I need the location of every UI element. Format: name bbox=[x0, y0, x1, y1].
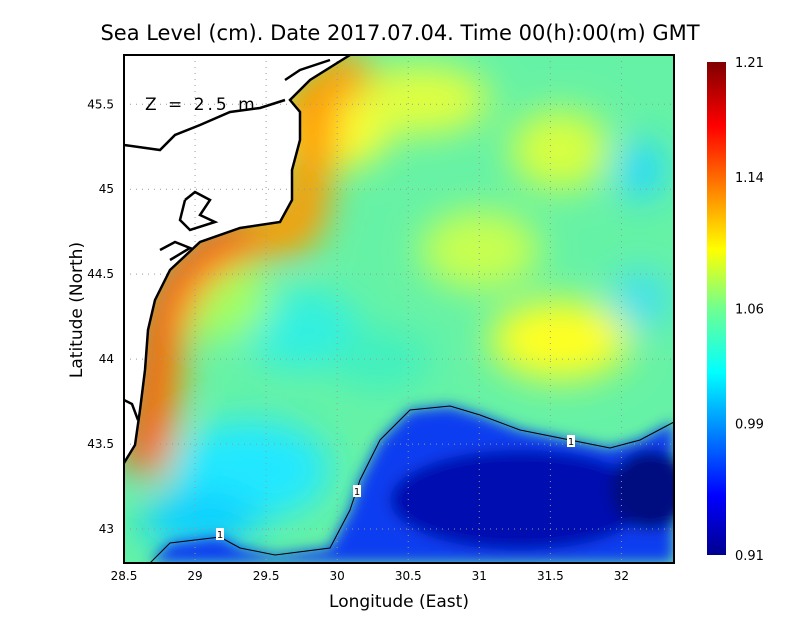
x-tick-label: 30 bbox=[330, 569, 345, 583]
field-blob bbox=[420, 210, 540, 290]
coastline-lagoon bbox=[178, 190, 219, 232]
field-blob bbox=[610, 270, 670, 330]
x-tick-label: 30.5 bbox=[395, 569, 422, 583]
y-tick-label: 43.5 bbox=[87, 437, 114, 451]
contour-label-bg bbox=[567, 435, 575, 447]
depth-annotation: Z = 2.5 m bbox=[145, 95, 258, 115]
chart-title: Sea Level (cm). Date 2017.07.04. Time 00… bbox=[100, 21, 699, 45]
coastline-lagoon bbox=[284, 58, 331, 82]
contour-label-bg bbox=[216, 528, 224, 540]
field-blob bbox=[490, 300, 630, 380]
colorbar bbox=[707, 62, 726, 555]
coastline bbox=[124, 55, 351, 464]
colorbar-tick-label: 1.06 bbox=[735, 303, 764, 318]
colorbar-tick-label: 1.14 bbox=[735, 171, 764, 186]
field-blob bbox=[140, 490, 260, 550]
colorbar-tick-label: 1.21 bbox=[735, 56, 764, 71]
x-tick-label: 29 bbox=[187, 569, 202, 583]
contour-label: 1 bbox=[217, 530, 223, 541]
plot-area: 1 1 1 bbox=[124, 55, 674, 563]
field-blob bbox=[610, 450, 674, 530]
coastline-lagoon bbox=[159, 240, 193, 262]
x-tick-label: 31.5 bbox=[537, 569, 564, 583]
field-blob bbox=[350, 65, 490, 135]
y-axis-label: Latitude (North) bbox=[67, 242, 87, 378]
x-tick-label: 32 bbox=[614, 569, 629, 583]
field-blob bbox=[615, 140, 665, 200]
x-tick-label: 29.5 bbox=[253, 569, 280, 583]
field-blob bbox=[390, 450, 650, 550]
y-tick-label: 44.5 bbox=[87, 267, 114, 281]
contour-label-bg bbox=[353, 485, 361, 497]
field-blob bbox=[510, 110, 610, 190]
x-tick-label: 31 bbox=[472, 569, 487, 583]
y-tick-label: 43 bbox=[99, 522, 114, 536]
field-blob bbox=[240, 290, 360, 370]
y-tick-label: 45.5 bbox=[87, 97, 114, 111]
contour-line-1 bbox=[149, 405, 674, 563]
field-blob bbox=[330, 330, 430, 390]
plot-frame bbox=[123, 54, 675, 564]
contour-label: 1 bbox=[568, 437, 574, 448]
coastline-lagoon bbox=[124, 98, 286, 152]
colorbar-tick-label: 0.99 bbox=[735, 418, 764, 433]
coastline-lagoon bbox=[124, 398, 140, 421]
y-tick-label: 44 bbox=[99, 352, 114, 366]
coastal-peak-band bbox=[124, 219, 253, 474]
contour-label: 1 bbox=[354, 487, 360, 498]
x-axis-label: Longitude (East) bbox=[329, 592, 469, 612]
colorbar-tick-label: 0.91 bbox=[735, 549, 764, 564]
y-tick-label: 45 bbox=[99, 182, 114, 196]
x-tick-label: 28.5 bbox=[111, 569, 138, 583]
land-mass bbox=[124, 55, 350, 463]
